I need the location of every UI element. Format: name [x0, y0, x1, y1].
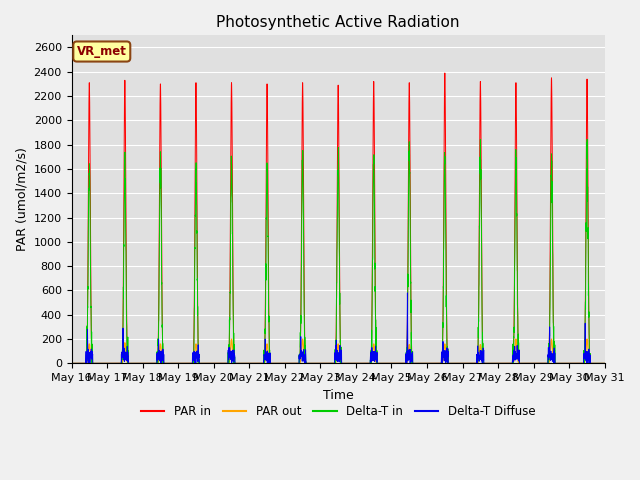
Delta-T Diffuse — [488, 360, 495, 366]
PAR out — [458, 360, 465, 366]
Delta-T in — [68, 360, 76, 366]
Delta-T in — [601, 360, 609, 366]
Delta-T in — [318, 360, 326, 366]
Delta-T Diffuse — [428, 360, 436, 366]
Line: PAR out: PAR out — [72, 339, 605, 363]
Delta-T in — [458, 360, 465, 366]
PAR out — [428, 360, 436, 366]
PAR out — [600, 360, 608, 366]
Line: Delta-T in: Delta-T in — [72, 139, 605, 363]
PAR in — [458, 360, 465, 366]
PAR in — [318, 360, 326, 366]
PAR in — [488, 360, 495, 366]
Y-axis label: PAR (umol/m2/s): PAR (umol/m2/s) — [15, 147, 28, 252]
PAR in — [601, 360, 609, 366]
Delta-T Diffuse — [600, 360, 608, 366]
Delta-T Diffuse — [163, 360, 171, 366]
Text: VR_met: VR_met — [77, 45, 127, 58]
Delta-T in — [163, 360, 171, 366]
PAR in — [428, 360, 436, 366]
Line: PAR in: PAR in — [72, 73, 605, 363]
Delta-T Diffuse — [601, 360, 609, 366]
Delta-T in — [600, 360, 608, 366]
Legend: PAR in, PAR out, Delta-T in, Delta-T Diffuse: PAR in, PAR out, Delta-T in, Delta-T Dif… — [136, 401, 540, 423]
PAR in — [600, 360, 608, 366]
PAR out — [68, 360, 76, 366]
PAR in — [68, 360, 76, 366]
Delta-T Diffuse — [404, 290, 412, 296]
Delta-T in — [477, 136, 484, 142]
PAR out — [228, 336, 236, 342]
PAR in — [441, 70, 449, 76]
PAR out — [318, 360, 326, 366]
PAR out — [601, 360, 609, 366]
Line: Delta-T Diffuse: Delta-T Diffuse — [72, 293, 605, 363]
PAR out — [163, 360, 171, 366]
X-axis label: Time: Time — [323, 389, 353, 402]
Delta-T Diffuse — [318, 360, 326, 366]
PAR in — [163, 360, 171, 366]
Delta-T Diffuse — [458, 360, 465, 366]
Delta-T in — [428, 360, 436, 366]
Delta-T in — [488, 360, 495, 366]
Delta-T Diffuse — [68, 360, 76, 366]
PAR out — [488, 360, 495, 366]
Title: Photosynthetic Active Radiation: Photosynthetic Active Radiation — [216, 15, 460, 30]
